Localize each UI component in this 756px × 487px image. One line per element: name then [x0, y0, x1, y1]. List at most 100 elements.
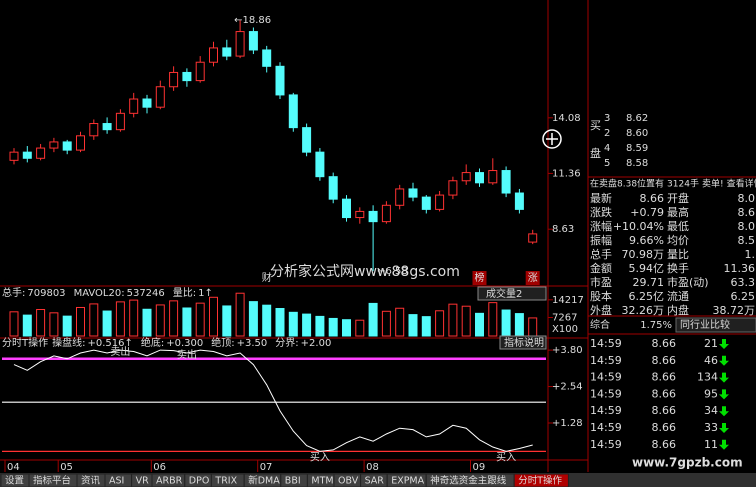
candle-body: [342, 198, 351, 219]
stat-label: 涨幅: [590, 220, 612, 233]
volume-bar: [288, 311, 298, 337]
volume-bar: [475, 312, 484, 337]
tab-label: EXPMA: [391, 476, 424, 487]
volume-bar: [528, 317, 538, 337]
tick-time: 14:59: [590, 371, 622, 384]
candle-body: [328, 176, 338, 200]
summary-button[interactable]: [675, 317, 756, 333]
candle-body: [381, 204, 391, 223]
tick-price: 8.66: [652, 387, 677, 400]
indicator-button[interactable]: [477, 286, 547, 301]
stat-label: 市盈(动): [667, 275, 709, 289]
candle-body: [355, 210, 365, 219]
tick-price: 8.66: [652, 354, 677, 367]
volume-bar: [275, 307, 285, 337]
header-name: 分界:: [275, 337, 298, 349]
volume-bar: [395, 307, 405, 337]
tick-time: 14:59: [590, 337, 622, 350]
candle-body: [76, 135, 85, 151]
volume-bar: [222, 305, 232, 337]
stat-value: 38.72万: [713, 304, 756, 317]
candle-body: [9, 151, 19, 161]
x-tick-label: 09: [473, 462, 486, 473]
tick-price: 8.66: [652, 438, 677, 451]
volume-bar: [262, 304, 272, 337]
header-value: 537246: [127, 288, 165, 299]
candle-body: [36, 147, 46, 159]
volume-bar: [368, 302, 378, 337]
marker: 涨: [528, 272, 538, 284]
volume-bar: [381, 310, 391, 337]
header-name: 绝顶:: [211, 336, 234, 349]
notice: 3124手: [667, 178, 699, 190]
indicator-button[interactable]: [499, 335, 547, 350]
crosshair-button[interactable]: [542, 129, 562, 149]
volume-bar: [448, 303, 458, 337]
volume-bar: [514, 313, 524, 337]
tick-volume: 46: [704, 354, 718, 367]
volume-bar: [155, 304, 165, 337]
candle-body: [89, 123, 99, 137]
notice[interactable]: 查看详情: [727, 178, 756, 190]
header-name: MAVOL20:: [74, 288, 125, 299]
y-tick-label: +3.80: [552, 345, 583, 356]
stat-label: 金额: [590, 261, 612, 275]
stat-value: 8.0: [738, 220, 756, 233]
tick-volume: 33: [704, 421, 718, 434]
down-arrow: [719, 439, 729, 450]
volume-bar: [9, 311, 19, 337]
volume-bar: [22, 314, 32, 337]
candle-body: [288, 94, 298, 129]
y-tick-label: 14.08: [552, 113, 581, 124]
header-value: +2.00: [301, 338, 332, 349]
y-tick-label: 14217: [552, 295, 584, 306]
volume-bar: [115, 301, 125, 337]
down-arrow: [719, 339, 729, 349]
book-side: 盘: [590, 146, 601, 160]
volume-bar: [315, 315, 325, 337]
volume-bar: [501, 309, 511, 337]
x-tick-label: 06: [153, 462, 166, 473]
stat-value: 29.71: [633, 276, 665, 289]
down-arrow: [719, 372, 729, 383]
tick-price: 8.66: [652, 421, 677, 434]
y-tick-label: 11.36: [552, 168, 581, 179]
tab-label: 设置: [5, 476, 24, 487]
stat-label: 总手: [590, 247, 612, 261]
stat-label: 最新: [590, 191, 612, 205]
down-arrow: [719, 406, 729, 417]
tick-volume: 11: [704, 438, 718, 451]
down-arrow: [719, 423, 729, 433]
signal-label: 卖出: [110, 345, 130, 358]
volume-bar: [89, 303, 99, 337]
volume-bar: [248, 301, 258, 337]
tab-label: 指标平台: [33, 475, 71, 487]
volume-bar: [76, 306, 85, 337]
stat-value: +0.79: [630, 206, 664, 219]
header-value: 709803: [27, 288, 65, 299]
candle-body: [302, 127, 312, 153]
book-level: 3: [604, 113, 610, 124]
candle-body: [262, 49, 272, 67]
button-label: 指标说明: [504, 336, 544, 349]
candle-body: [22, 151, 32, 159]
stat-label: 内盘: [667, 303, 689, 317]
tab[interactable]: [513, 473, 569, 487]
tick-volume: 134: [697, 371, 718, 384]
summary-button-label: 同行业比较: [680, 318, 730, 331]
marker-box: [472, 271, 487, 285]
candle-body: [368, 210, 378, 223]
volume-bar: [142, 308, 152, 337]
tab-label: SAR: [365, 476, 385, 487]
candle-body: [209, 47, 218, 63]
volume-bar: [488, 302, 498, 337]
stat-label: 股本: [590, 289, 612, 303]
x-tick-label: 08: [366, 462, 379, 473]
volume-bar: [355, 319, 365, 337]
tick-time: 14:59: [590, 421, 622, 434]
marker: 财: [262, 271, 272, 284]
tab-label: VR: [136, 476, 149, 487]
peak-label: ←18.86: [234, 15, 271, 26]
stat-value: 1.: [745, 248, 756, 261]
header-value: +3.50: [237, 338, 268, 349]
